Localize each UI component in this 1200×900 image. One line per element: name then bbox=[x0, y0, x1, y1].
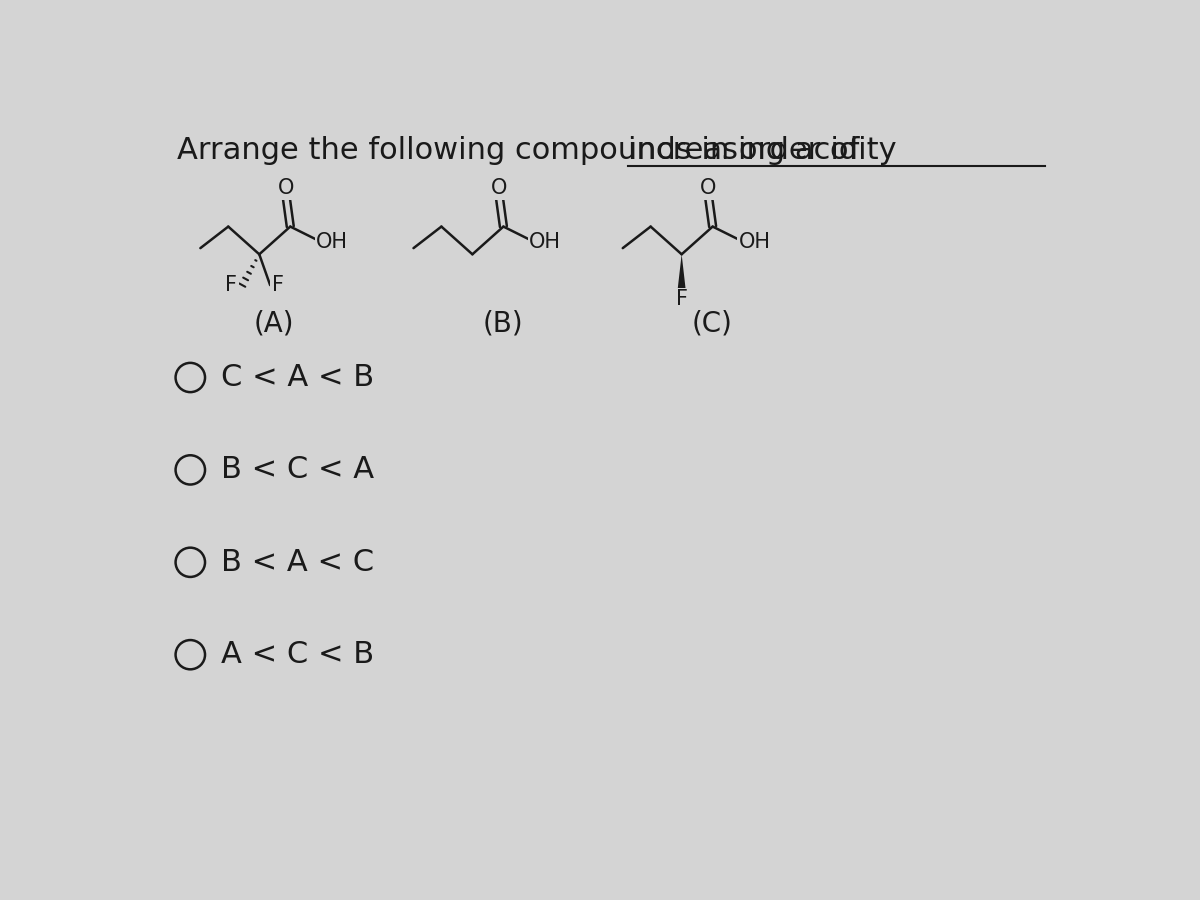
Text: (C): (C) bbox=[691, 310, 732, 338]
Polygon shape bbox=[678, 255, 685, 288]
Text: C < A < B: C < A < B bbox=[221, 363, 374, 392]
Text: F: F bbox=[676, 289, 688, 309]
Text: increasing acidity: increasing acidity bbox=[628, 136, 896, 165]
Text: OH: OH bbox=[316, 232, 348, 252]
Text: O: O bbox=[277, 178, 294, 198]
Text: OH: OH bbox=[738, 232, 770, 252]
Text: (A): (A) bbox=[253, 310, 294, 338]
Text: A < C < B: A < C < B bbox=[221, 640, 374, 670]
Text: B < C < A: B < C < A bbox=[221, 455, 374, 484]
Text: F: F bbox=[272, 275, 284, 295]
Text: OH: OH bbox=[529, 232, 562, 252]
Text: O: O bbox=[700, 178, 716, 198]
Text: (B): (B) bbox=[482, 310, 523, 338]
Text: F: F bbox=[226, 275, 238, 295]
Text: O: O bbox=[491, 178, 506, 198]
Text: Arrange the following compounds in order of: Arrange the following compounds in order… bbox=[178, 136, 869, 165]
Text: B < A < C: B < A < C bbox=[221, 548, 374, 577]
